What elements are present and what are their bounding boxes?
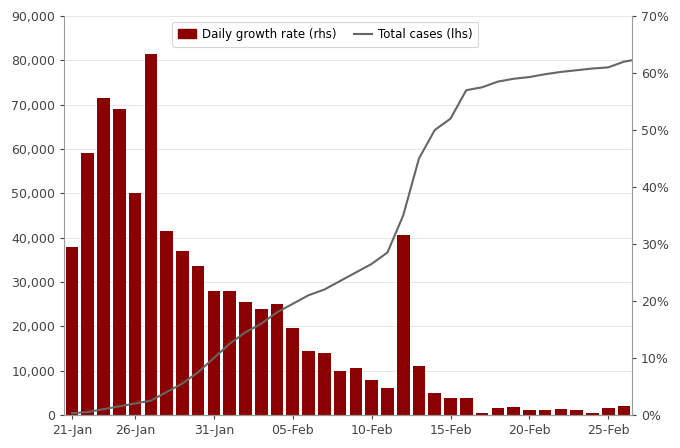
Bar [334,370,346,415]
Total cases (lhs) [305,293,313,298]
Bar [271,304,284,415]
Bar [303,351,315,415]
Total cases (lhs) [478,85,486,90]
Bar [555,409,567,415]
Bar [523,410,536,415]
Total cases (lhs) [178,381,186,386]
Total cases (lhs) [588,66,596,71]
Total cases (lhs) [241,330,250,335]
Total cases (lhs) [352,270,360,275]
Total cases (lhs) [384,250,392,255]
Total cases (lhs) [494,79,502,84]
Bar [381,388,394,415]
Bar [365,380,378,415]
Total cases (lhs) [68,410,76,416]
Bar [207,291,220,415]
Bar [224,291,236,415]
Bar [129,194,141,415]
Bar [66,246,78,415]
Bar [602,408,615,415]
Total cases (lhs) [147,398,155,403]
Bar [413,366,425,415]
Bar [539,410,551,415]
Bar [444,398,457,415]
Bar [318,353,330,415]
Total cases (lhs) [210,355,218,361]
Bar [586,413,599,415]
Total cases (lhs) [620,59,628,65]
Total cases (lhs) [509,76,517,82]
Total cases (lhs) [462,87,471,93]
Legend: Daily growth rate (rhs), Total cases (lhs): Daily growth rate (rhs), Total cases (lh… [172,22,478,47]
Bar [239,302,252,415]
Total cases (lhs) [368,261,376,267]
Total cases (lhs) [194,370,202,375]
Total cases (lhs) [399,213,407,218]
Bar [397,235,409,415]
Line: Total cases (lhs): Total cases (lhs) [72,59,640,413]
Total cases (lhs) [604,65,612,70]
Bar [492,408,504,415]
Bar [176,251,189,415]
Total cases (lhs) [115,404,123,409]
Bar [82,154,94,415]
Bar [350,368,362,415]
Bar [255,309,267,415]
Bar [286,328,299,415]
Total cases (lhs) [336,278,344,284]
Total cases (lhs) [226,341,234,346]
Bar [113,109,126,415]
Bar [571,410,583,415]
Total cases (lhs) [415,156,423,161]
Total cases (lhs) [289,301,297,306]
Total cases (lhs) [257,321,265,327]
Total cases (lhs) [320,287,328,292]
Total cases (lhs) [163,389,171,395]
Total cases (lhs) [99,406,107,412]
Total cases (lhs) [557,69,565,75]
Total cases (lhs) [273,310,281,315]
Total cases (lhs) [131,401,139,406]
Total cases (lhs) [430,127,439,133]
Bar [192,267,205,415]
Bar [145,54,157,415]
Bar [97,98,110,415]
Total cases (lhs) [525,74,533,80]
Total cases (lhs) [84,409,92,415]
Total cases (lhs) [636,56,644,61]
Total cases (lhs) [541,72,549,77]
Bar [507,407,520,415]
Total cases (lhs) [573,68,581,73]
Bar [476,413,488,415]
Bar [160,231,173,415]
Bar [617,406,630,415]
Total cases (lhs) [447,116,455,121]
Bar [460,398,473,415]
Bar [428,393,441,415]
